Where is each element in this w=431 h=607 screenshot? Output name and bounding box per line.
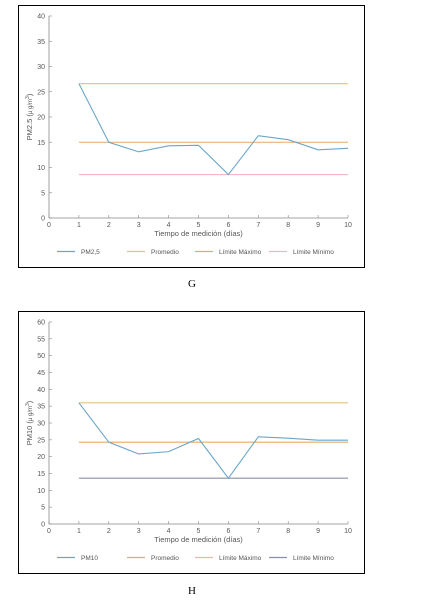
chart-panel-h: 0 5 10 15 20 25 30 35 40 45 50 55 60 0 1 2 3 4 5 6 7 8 9 10 Tiem…: [18, 311, 365, 574]
x-tick-label-h: 4: [167, 528, 171, 535]
x-tick-label-g: 4: [167, 222, 171, 229]
x-tick-label-h: 8: [286, 528, 290, 535]
x-tick-label-h: 7: [256, 528, 260, 535]
x-tick-label-g: 2: [107, 222, 111, 229]
y-tick-label-g: 15: [37, 140, 45, 147]
x-tick-label-h: 0: [47, 528, 51, 535]
x-tick-label-h: 10: [344, 528, 352, 535]
x-tick-label-g: 0: [47, 222, 51, 229]
y-tick-label-h: 15: [37, 471, 45, 478]
y-tick-label-h: 0: [41, 522, 45, 529]
legend-label-promedio-h: Promedio: [151, 555, 179, 562]
y-tick-label-h: 45: [37, 370, 45, 377]
legend-label-l-mite-m-ximo-g: Límite Máximo: [219, 249, 262, 256]
y-tick-label-h: 20: [37, 454, 45, 461]
x-tick-label-g: 7: [256, 222, 260, 229]
legend-label-l-mite-m-nimo-h: Límite Mínimo: [293, 555, 334, 562]
y-tick-label-g: 5: [41, 190, 45, 197]
x-tick-label-g: 6: [226, 222, 230, 229]
caption-g: G: [188, 278, 196, 290]
legend-label-l-mite-m-ximo-h: Límite Máximo: [219, 555, 262, 562]
y-tick-label-g: 10: [37, 165, 45, 172]
y-tick-label-h: 50: [37, 353, 45, 360]
chart-panel-g: 0 5 10 15 20 25 30 35 40 0 1 2 3 4 5 6 7 8 9 10 Tiempo de me…: [18, 5, 365, 268]
y-tick-label-g: 30: [37, 64, 45, 71]
x-tick-label-g: 8: [286, 222, 290, 229]
y-tick-label-h: 35: [37, 404, 45, 411]
legend-label-pm2-5-g: PM2,5: [81, 249, 100, 256]
x-tick-label-g: 5: [197, 222, 201, 229]
x-tick-label-h: 6: [226, 528, 230, 535]
legend-label-promedio-g: Promedio: [151, 249, 179, 256]
y-tick-label-h: 25: [37, 437, 45, 444]
series-line-pm10-h: [78, 402, 348, 480]
x-tick-label-g: 9: [316, 222, 320, 229]
y-tick-label-g: 25: [37, 89, 45, 96]
y-tick-label-g: 40: [37, 14, 45, 21]
y-tick-label-h: 30: [37, 421, 45, 428]
series-line-pm2-5-g: [78, 83, 349, 176]
legend-label-pm10-h: PM10: [81, 555, 98, 562]
x-tick-label-h: 1: [77, 528, 81, 535]
y-tick-label-g: 0: [41, 216, 45, 223]
y-tick-label-h: 10: [37, 488, 45, 495]
x-tick-label-h: 3: [137, 528, 141, 535]
chart-g: 0 5 10 15 20 25 30 35 40 0 1 2 3 4 5 6 7 8 9 10 Tiempo de me…: [25, 14, 352, 257]
y-tick-label-g: 20: [37, 115, 45, 122]
x-tick-label-h: 2: [107, 528, 111, 535]
x-tick-label-g: 10: [344, 222, 352, 229]
x-tick-label-h: 5: [197, 528, 201, 535]
x-axis-label-h: Tiempo de medición (días): [154, 535, 243, 544]
legend-label-l-mite-m-nimo-g: Límite Mínimo: [293, 249, 334, 256]
y-tick-label-h: 55: [37, 336, 45, 343]
caption-h: H: [188, 585, 196, 597]
y-tick-label-h: 40: [37, 387, 45, 394]
x-tick-label-h: 9: [316, 528, 320, 535]
y-tick-label-h: 60: [37, 320, 45, 327]
y-tick-label-h: 5: [41, 505, 45, 512]
y-tick-label-g: 35: [37, 39, 45, 46]
y-axis-label-g: PM2.5 (μ g/m3): [25, 93, 34, 140]
y-axis-label-h: PM10 (μ g/m3): [25, 400, 34, 445]
x-tick-label-g: 3: [137, 222, 141, 229]
x-axis-label-g: Tiempo de medición (días): [154, 229, 243, 238]
x-tick-label-g: 1: [77, 222, 81, 229]
